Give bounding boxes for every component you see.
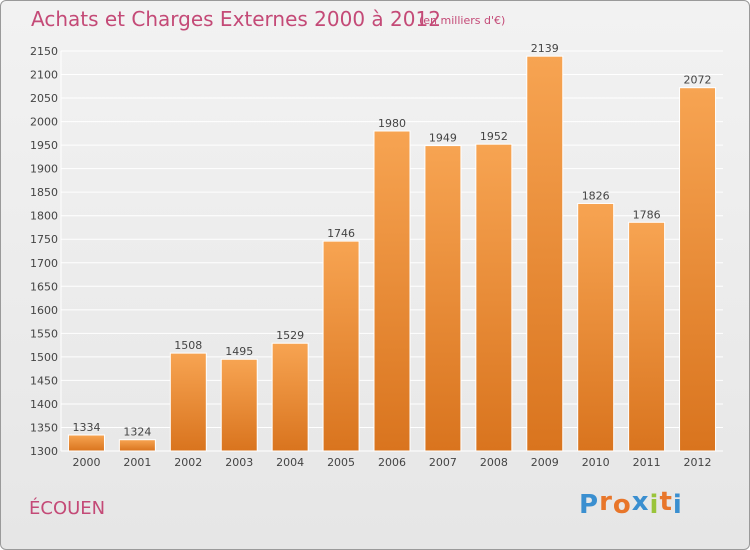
- data-label: 1786: [633, 208, 661, 221]
- y-tick-label: 1900: [30, 163, 58, 176]
- y-tick-label: 1650: [30, 280, 58, 293]
- chart-title: Achats et Charges Externes 2000 à 2012: [31, 7, 441, 31]
- y-tick-label: 2000: [30, 116, 58, 129]
- bar-2001: [118, 439, 156, 452]
- data-label: 1949: [429, 132, 457, 145]
- bar-2008: [475, 143, 513, 452]
- y-tick-label: 1950: [30, 139, 58, 152]
- bar-2002: [169, 352, 207, 452]
- bar-2007: [424, 145, 462, 452]
- y-tick-label: 1500: [30, 351, 58, 364]
- bar-2003: [220, 358, 258, 452]
- bar-2004: [271, 342, 309, 452]
- x-tick-label: 2004: [276, 456, 304, 469]
- x-tick-label: 2002: [174, 456, 202, 469]
- x-tick-label: 2000: [72, 456, 100, 469]
- data-label: 1508: [174, 339, 202, 352]
- x-tick-label: 2011: [633, 456, 661, 469]
- x-tick-label: 2007: [429, 456, 457, 469]
- data-label: 2139: [531, 42, 559, 55]
- y-tick-label: 1350: [30, 421, 58, 434]
- data-label: 1324: [123, 426, 151, 439]
- proxiti-logo: Proxiti: [579, 487, 683, 520]
- y-tick-label: 1850: [30, 186, 58, 199]
- y-tick-label: 1750: [30, 233, 58, 246]
- data-label: 2072: [684, 74, 712, 87]
- bar-2006: [373, 130, 411, 452]
- y-tick-label: 1400: [30, 398, 58, 411]
- city-name: ÉCOUEN: [29, 498, 106, 519]
- data-label: 1826: [582, 189, 610, 202]
- data-label: 1980: [378, 117, 406, 130]
- x-axis-ticks: 2000 2001 2002 2003 2004 2005 2006 2007 2008 2009…: [72, 456, 711, 469]
- data-label: 1495: [225, 345, 253, 358]
- data-labels: 1334 1324 1508 1495 1529 1746 1980 1949 1952 2139…: [72, 42, 711, 439]
- y-tick-label: 2150: [30, 45, 58, 58]
- x-tick-label: 2003: [225, 456, 253, 469]
- x-tick-label: 2005: [327, 456, 355, 469]
- data-label: 1746: [327, 227, 355, 240]
- bar-2012: [679, 87, 717, 452]
- bar-2000: [67, 434, 105, 452]
- data-label: 1334: [72, 421, 100, 434]
- y-tick-label: 1550: [30, 327, 58, 340]
- y-tick-label: 2050: [30, 92, 58, 105]
- y-tick-label: 1700: [30, 257, 58, 270]
- chart-subtitle: (en milliers d'€): [419, 14, 506, 27]
- y-axis-ticks: 1300 1350 1400 1450 1500 1550 1600 1650 1700 1750…: [30, 45, 58, 458]
- x-tick-label: 2006: [378, 456, 406, 469]
- data-label: 1529: [276, 329, 304, 342]
- x-tick-label: 2010: [582, 456, 610, 469]
- y-tick-label: 1800: [30, 210, 58, 223]
- y-tick-label: 1300: [30, 445, 58, 458]
- y-tick-label: 1600: [30, 304, 58, 317]
- bar-2011: [628, 221, 666, 452]
- data-label: 1952: [480, 130, 508, 143]
- bar-2010: [577, 202, 615, 452]
- x-tick-label: 2001: [123, 456, 151, 469]
- bar-2005: [322, 240, 360, 452]
- x-tick-label: 2012: [684, 456, 712, 469]
- y-tick-label: 2100: [30, 69, 58, 82]
- y-tick-label: 1450: [30, 374, 58, 387]
- x-tick-label: 2008: [480, 456, 508, 469]
- bar-2009: [526, 55, 564, 452]
- x-tick-label: 2009: [531, 456, 559, 469]
- bars: [67, 55, 717, 452]
